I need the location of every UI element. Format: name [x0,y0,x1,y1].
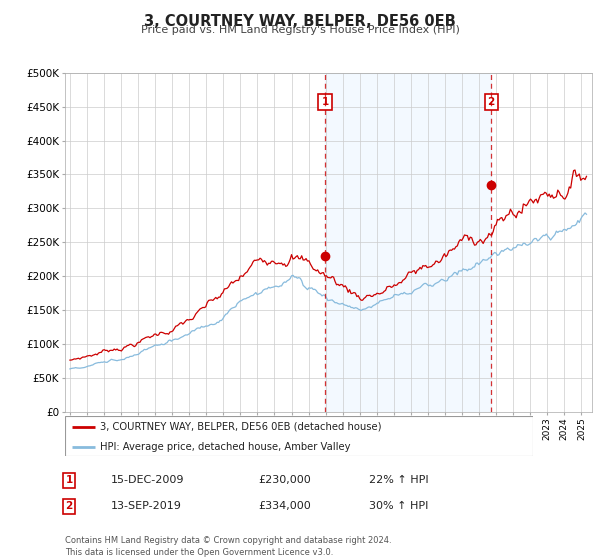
Text: 30% ↑ HPI: 30% ↑ HPI [369,501,428,511]
Text: 2: 2 [488,96,495,106]
Text: 2: 2 [65,501,73,511]
Text: HPI: Average price, detached house, Amber Valley: HPI: Average price, detached house, Ambe… [100,442,350,452]
Text: 13-SEP-2019: 13-SEP-2019 [111,501,182,511]
Text: £230,000: £230,000 [258,475,311,486]
Text: £334,000: £334,000 [258,501,311,511]
Text: Price paid vs. HM Land Registry's House Price Index (HPI): Price paid vs. HM Land Registry's House … [140,25,460,35]
Text: 3, COURTNEY WAY, BELPER, DE56 0EB: 3, COURTNEY WAY, BELPER, DE56 0EB [144,14,456,29]
Bar [325,73,491,412]
Text: 15-DEC-2009: 15-DEC-2009 [111,475,185,486]
Text: 3, COURTNEY WAY, BELPER, DE56 0EB (detached house): 3, COURTNEY WAY, BELPER, DE56 0EB (detac… [100,422,382,432]
Text: 1: 1 [65,475,73,486]
Text: 1: 1 [322,96,329,106]
Text: 22% ↑ HPI: 22% ↑ HPI [369,475,428,486]
Text: Contains HM Land Registry data © Crown copyright and database right 2024.
This d: Contains HM Land Registry data © Crown c… [65,536,391,557]
FancyBboxPatch shape [65,416,533,456]
